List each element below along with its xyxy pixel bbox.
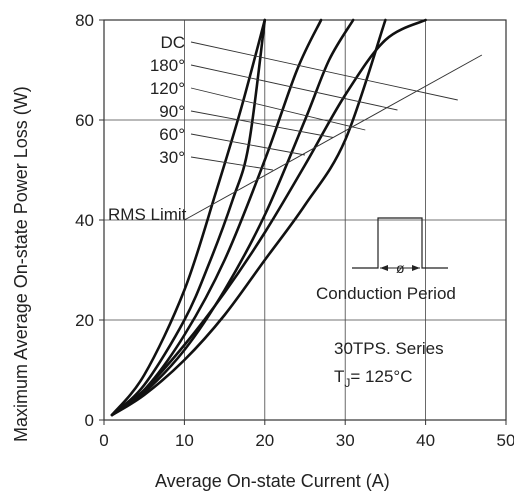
curve-label-30-deg: 30° [159,148,185,167]
conduction-period-label: Conduction Period [316,284,456,303]
curve-label-180-deg: 180° [150,56,185,75]
y-tick-label: 80 [75,11,94,30]
curve-60-deg [110,18,267,417]
x-axis-title: Average On-state Current (A) [155,471,390,491]
curve-label-60-deg: 60° [159,125,185,144]
curve-label-90-deg: 90° [159,102,185,121]
curve-dc [110,18,427,417]
curve-leader-120-deg [190,87,366,131]
conduction-waveform [352,217,448,269]
curve-180-deg [110,18,387,417]
curve-leader-30-deg [190,156,273,171]
y-tick-label: 0 [85,411,94,430]
curve-30-deg [110,18,267,417]
curve-leader-60-deg [190,133,306,156]
x-axis-ticks: 0 10 20 30 40 50 [99,420,514,450]
rms-limit-label: RMS Limit [108,205,187,224]
curve-label-dc: DC [160,33,185,52]
temperature-note: TJ= 125°C [334,367,412,390]
curve-labels: DC 180° 120° 90° 60° 30° [150,33,458,171]
y-axis-ticks: 0 20 40 60 80 [75,11,104,430]
y-tick-label: 20 [75,311,94,330]
curve-leader-180-deg [190,64,398,111]
x-tick-label: 20 [255,431,274,450]
rms-limit-line [184,54,483,221]
arrow-head-left [380,265,388,271]
x-tick-label: 30 [336,431,355,450]
x-tick-label: 50 [497,431,514,450]
series-note: 30TPS. Series [334,339,444,358]
conduction-symbol: ø [396,260,405,276]
y-tick-label: 60 [75,111,94,130]
curve-leader-dc [190,41,458,101]
curve-120-deg [110,18,355,417]
x-tick-label: 10 [175,431,194,450]
x-tick-label: 0 [99,431,108,450]
arrow-head-right [412,265,420,271]
y-axis-title: Maximum Average On-state Power Loss (W) [11,86,31,442]
curve-label-120-deg: 120° [150,79,185,98]
curve-90-deg [110,18,323,417]
curves [110,18,427,417]
curve-leader-90-deg [190,110,334,138]
y-tick-label: 40 [75,211,94,230]
conduction-period-inset: ø Conduction Period [316,217,456,303]
x-tick-label: 40 [416,431,435,450]
